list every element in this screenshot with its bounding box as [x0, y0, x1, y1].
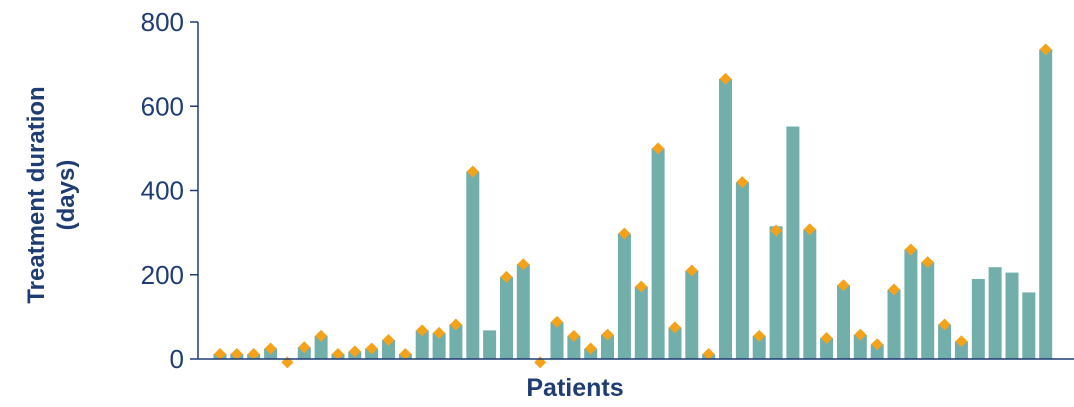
bar-45 — [954, 341, 968, 359]
axes-layer: 0 200 400 600 800 — [141, 7, 1074, 374]
bar-46 — [971, 279, 985, 359]
bar-34 — [769, 226, 783, 359]
marker-32 — [736, 176, 749, 189]
marker-25 — [618, 227, 631, 240]
bar-11 — [382, 340, 395, 359]
marker-22 — [567, 329, 580, 342]
marker-34 — [770, 224, 783, 237]
bar-13 — [415, 330, 429, 359]
bar-33 — [752, 335, 766, 359]
bar-22 — [567, 335, 581, 359]
bar-26 — [634, 286, 648, 359]
bar-18 — [500, 276, 513, 359]
y-tick-label-0: 0 — [170, 344, 184, 374]
marker-23 — [584, 342, 597, 355]
marker-44 — [938, 318, 951, 331]
y-tick-label-600: 600 — [141, 91, 184, 121]
marker-18 — [500, 270, 513, 283]
bar-36 — [803, 229, 817, 359]
bar-41 — [887, 289, 901, 359]
marker-42 — [904, 243, 917, 256]
marker-30 — [702, 347, 715, 360]
bar-38 — [837, 285, 850, 359]
marker-10 — [365, 342, 378, 355]
marker-26 — [635, 280, 648, 293]
bar-50 — [1039, 49, 1053, 360]
y-axis-title-line1: Treatment duration — [23, 86, 50, 304]
bar-27 — [651, 148, 665, 359]
marker-3 — [247, 347, 260, 360]
marker-43 — [921, 256, 934, 269]
y-axis-title: Treatment duration (days) — [22, 86, 82, 303]
y-axis-title-line2: (days) — [53, 159, 80, 231]
marker-11 — [382, 334, 395, 347]
marker-16 — [466, 165, 479, 178]
bar-48 — [1005, 272, 1019, 359]
bar-24 — [601, 334, 614, 359]
marker-13 — [416, 324, 429, 337]
bar-35 — [786, 126, 800, 359]
marker-5 — [281, 356, 294, 369]
bars-layer — [213, 49, 1053, 360]
marker-4 — [264, 342, 277, 355]
marker-40 — [871, 338, 884, 351]
marker-1 — [214, 347, 226, 360]
bar-32 — [735, 182, 749, 359]
marker-21 — [551, 315, 563, 328]
marker-33 — [753, 329, 766, 342]
marker-29 — [685, 264, 698, 277]
marker-39 — [854, 328, 867, 341]
bar-29 — [685, 270, 699, 359]
marker-24 — [601, 328, 614, 341]
bar-43 — [921, 262, 935, 359]
marker-19 — [517, 258, 530, 271]
marker-20 — [534, 356, 547, 369]
bar-40 — [870, 344, 884, 359]
y-tick-label-400: 400 — [141, 176, 184, 206]
marker-27 — [652, 142, 665, 155]
marker-37 — [820, 331, 833, 344]
bar-37 — [820, 337, 834, 359]
marker-2 — [230, 347, 243, 360]
marker-15 — [449, 318, 462, 331]
y-tick-label-200: 200 — [141, 260, 184, 290]
y-tick-label-800: 800 — [141, 7, 184, 37]
bar-39 — [853, 334, 867, 359]
marker-7 — [315, 329, 328, 342]
marker-38 — [837, 279, 850, 292]
marker-50 — [1039, 43, 1052, 56]
bar-47 — [988, 267, 1002, 359]
bar-28 — [668, 327, 682, 359]
marker-14 — [433, 326, 446, 339]
x-axis-title: Patients — [526, 374, 624, 402]
marker-28 — [668, 321, 681, 334]
marker-45 — [955, 335, 968, 348]
bar-19 — [516, 264, 530, 359]
bar-7 — [314, 335, 328, 359]
bar-16 — [466, 171, 480, 359]
marker-31 — [719, 72, 732, 85]
marker-12 — [399, 347, 412, 360]
marker-6 — [298, 341, 311, 354]
marker-41 — [888, 283, 900, 296]
bar-25 — [617, 233, 631, 359]
bar-21 — [550, 321, 564, 359]
marker-36 — [803, 223, 816, 236]
bar-42 — [904, 249, 918, 359]
bar-17 — [483, 330, 497, 359]
marker-8 — [331, 347, 344, 360]
markers-layer — [214, 43, 1052, 369]
bar-15 — [449, 324, 463, 359]
marker-9 — [348, 345, 361, 358]
bar-44 — [938, 324, 952, 359]
bar-49 — [1022, 292, 1036, 359]
bar-31 — [719, 78, 732, 360]
bar-14 — [432, 332, 446, 359]
